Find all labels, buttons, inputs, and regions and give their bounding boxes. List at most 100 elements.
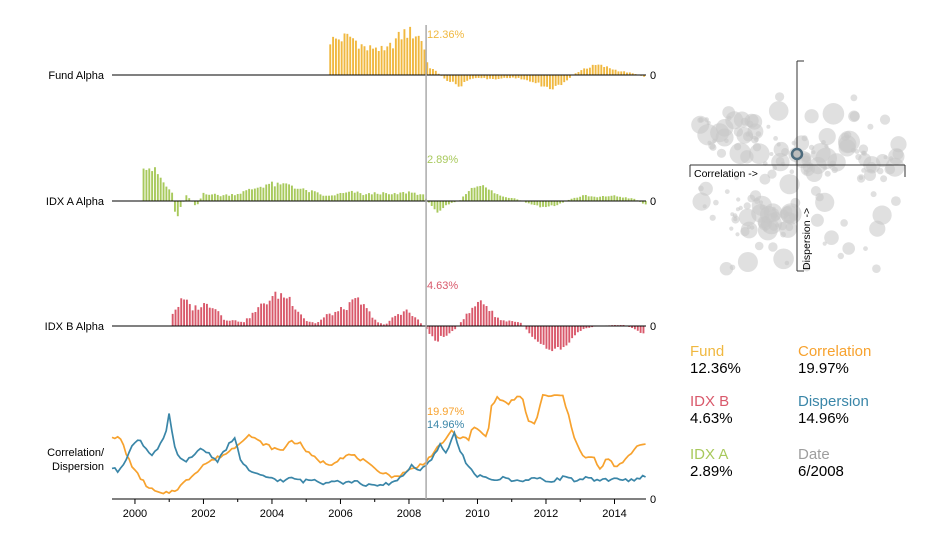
scatter-point <box>891 196 901 207</box>
alpha-bar <box>530 201 533 205</box>
scatter-point <box>698 181 713 196</box>
alpha-bar <box>302 188 305 201</box>
alpha-bar <box>259 186 262 201</box>
scatter-point <box>735 232 740 237</box>
alpha-bar <box>337 311 340 326</box>
scatter-point <box>736 197 741 202</box>
stat-date: Date 6/2008 <box>798 446 908 481</box>
alpha-bar <box>620 71 623 75</box>
stat-idx-b-value: 4.63% <box>690 410 733 427</box>
alpha-bar <box>559 326 562 350</box>
alpha-bar <box>239 193 242 201</box>
alpha-bar <box>285 298 288 326</box>
alpha-bar <box>499 195 502 201</box>
alpha-bar <box>288 184 291 201</box>
alpha-bar <box>386 46 389 75</box>
scatter-point <box>729 226 734 231</box>
alpha-bar <box>616 196 619 201</box>
scatter-point <box>856 174 866 183</box>
scatter-highlight-point[interactable] <box>790 147 804 161</box>
alpha-bar <box>380 45 383 75</box>
alpha-bar <box>300 314 303 326</box>
alpha-bar <box>631 326 633 328</box>
alpha-bar <box>570 198 573 201</box>
alpha-bar <box>388 320 391 326</box>
alpha-bar <box>222 195 225 201</box>
alpha-bar <box>262 187 265 201</box>
alpha-bar <box>302 318 305 326</box>
alpha-bar <box>397 314 400 326</box>
scatter-point <box>709 214 716 221</box>
alpha-bar <box>574 73 577 75</box>
alpha-bar <box>500 75 503 79</box>
alpha-bar <box>613 195 616 201</box>
alpha-bar <box>403 29 406 75</box>
alpha-bar <box>392 48 394 75</box>
alpha-bar <box>502 320 505 326</box>
alpha-bar <box>314 323 317 326</box>
scatter-point <box>698 117 705 123</box>
alpha-bar <box>445 326 448 336</box>
alpha-bar <box>231 194 233 201</box>
stat-idx-b: IDX B 4.63% <box>690 393 800 428</box>
alpha-bar <box>465 313 468 326</box>
alpha-bar <box>579 196 582 201</box>
alpha-bar <box>433 201 436 210</box>
alpha-bar <box>225 320 228 326</box>
x-tick-label: 2010 <box>465 508 489 520</box>
stat-idx-a-name: IDX A <box>690 446 729 463</box>
alpha-bar <box>179 201 182 207</box>
alpha-bar <box>282 183 285 201</box>
alpha-bar <box>162 182 165 201</box>
alpha-bar <box>474 306 477 326</box>
alpha-bar <box>211 308 214 326</box>
alpha-bar <box>362 304 365 326</box>
scatter-point <box>779 174 800 195</box>
alpha-bar <box>459 322 462 326</box>
alpha-bar <box>356 191 359 201</box>
alpha-bar <box>154 167 156 201</box>
alpha-bar <box>450 201 453 203</box>
alpha-bar <box>556 326 559 348</box>
alpha-bar <box>383 50 386 75</box>
alpha-bar <box>390 194 393 201</box>
alpha-bar <box>317 322 320 326</box>
alpha-bar <box>346 33 349 75</box>
stat-date-name: Date <box>798 446 830 463</box>
alpha-bar <box>548 326 551 350</box>
alpha-bar <box>357 48 360 75</box>
alpha-bar <box>542 201 544 207</box>
alpha-bar <box>536 326 539 342</box>
fund-zero-label: 0 <box>650 70 656 82</box>
alpha-bar <box>423 49 426 75</box>
alpha-bar <box>583 68 586 75</box>
alpha-bar <box>205 303 208 326</box>
scatter-point <box>841 132 850 141</box>
alpha-bar <box>197 309 200 326</box>
alpha-bar <box>188 198 191 201</box>
alpha-bar <box>251 312 254 326</box>
alpha-bar <box>145 169 148 201</box>
alpha-bar <box>533 201 536 206</box>
alpha-bar <box>373 192 376 201</box>
alpha-bar <box>454 326 457 330</box>
alpha-bar <box>479 300 482 326</box>
alpha-bar <box>180 298 183 326</box>
alpha-bar <box>419 194 422 201</box>
scatter-point <box>838 139 856 157</box>
alpha-bar <box>354 40 357 75</box>
alpha-bar <box>547 201 550 207</box>
alpha-bar <box>466 75 469 81</box>
x-tick-label: 2008 <box>397 508 421 520</box>
alpha-bar <box>511 321 514 326</box>
scatter-points <box>691 92 907 276</box>
alpha-bar <box>580 70 583 75</box>
correlation-dispersion-scatter[interactable]: Correlation -> Dispersion -> <box>689 60 907 276</box>
alpha-bar <box>434 70 437 75</box>
alpha-bar <box>517 75 520 78</box>
scatter-point <box>870 191 877 198</box>
scatter-point <box>804 109 819 124</box>
scatter-point <box>768 242 778 252</box>
alpha-bar <box>331 315 334 326</box>
